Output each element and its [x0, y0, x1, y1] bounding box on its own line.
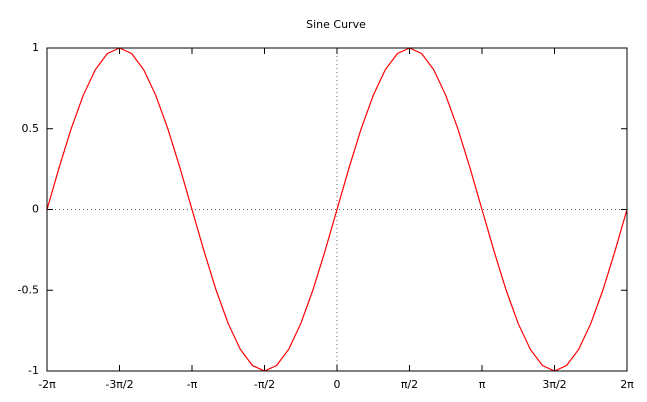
plot-border [46, 47, 628, 372]
x-tick-label: π/2 [401, 378, 418, 391]
x-tick-label: -2π [38, 378, 56, 391]
x-tick-label: 0 [334, 378, 341, 391]
x-tick-label: -π [187, 378, 198, 391]
x-tick-label: -3π/2 [105, 378, 133, 391]
y-tick-label: 0 [32, 203, 39, 216]
y-tick-label: -1 [28, 364, 39, 377]
x-tick-label: 2π [620, 378, 634, 391]
y-tick-label: 1 [32, 41, 39, 54]
x-tick-label: π [479, 378, 486, 391]
chart-title: Sine Curve [306, 18, 366, 31]
x-tick-label: -π/2 [254, 378, 275, 391]
line [46, 47, 628, 372]
x-tick-label: 3π/2 [542, 378, 566, 391]
y-tick-label: -0.5 [18, 283, 39, 296]
y-tick-label: 0.5 [22, 122, 40, 135]
